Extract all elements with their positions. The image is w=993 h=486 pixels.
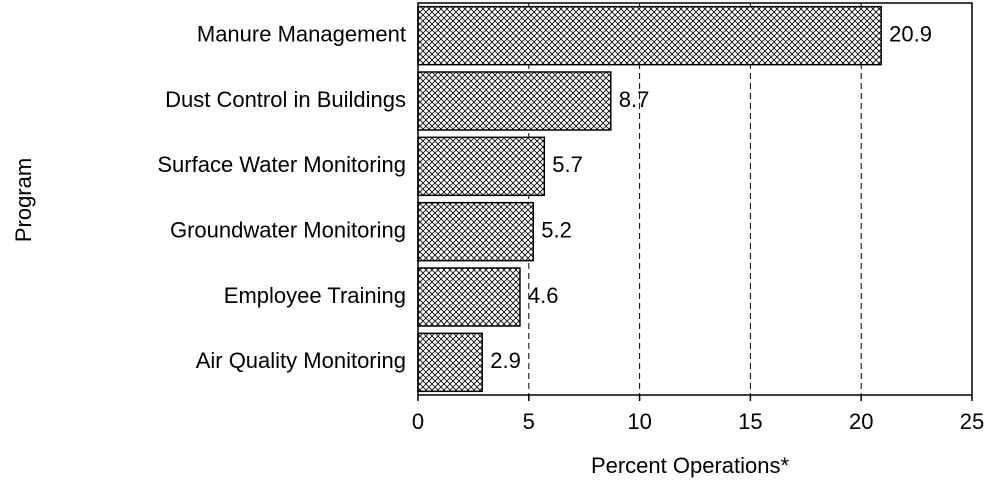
x-tick-label: 20: [849, 409, 873, 434]
y-tick-label: Manure Management: [197, 21, 406, 46]
bar: [417, 267, 521, 327]
x-tick-label: 10: [627, 409, 651, 434]
bar: [417, 71, 612, 131]
y-tick-label: Air Quality Monitoring: [196, 348, 406, 373]
value-label: 4.6: [528, 283, 559, 308]
x-tick-label: 5: [523, 409, 535, 434]
value-label: 2.9: [490, 348, 521, 373]
y-tick-label: Employee Training: [224, 283, 406, 308]
value-label: 5.2: [541, 217, 572, 242]
x-axis-label: Percent Operations*: [591, 453, 790, 478]
bar: [417, 201, 534, 262]
y-tick-label: Dust Control in Buildings: [165, 87, 406, 112]
value-label: 20.9: [889, 21, 932, 46]
x-tick-label: 25: [960, 409, 984, 434]
value-label: 5.7: [552, 152, 583, 177]
y-axis-label: Program: [11, 158, 36, 242]
y-tick-label: Groundwater Monitoring: [170, 217, 406, 242]
x-tick-label: 0: [412, 409, 424, 434]
x-tick-label: 15: [738, 409, 762, 434]
bar: [417, 332, 484, 393]
y-tick-label: Surface Water Monitoring: [157, 152, 406, 177]
plot-frame: [417, 2, 973, 396]
bar: [417, 5, 882, 66]
value-label: 8.7: [619, 87, 650, 112]
bar: [417, 136, 546, 197]
